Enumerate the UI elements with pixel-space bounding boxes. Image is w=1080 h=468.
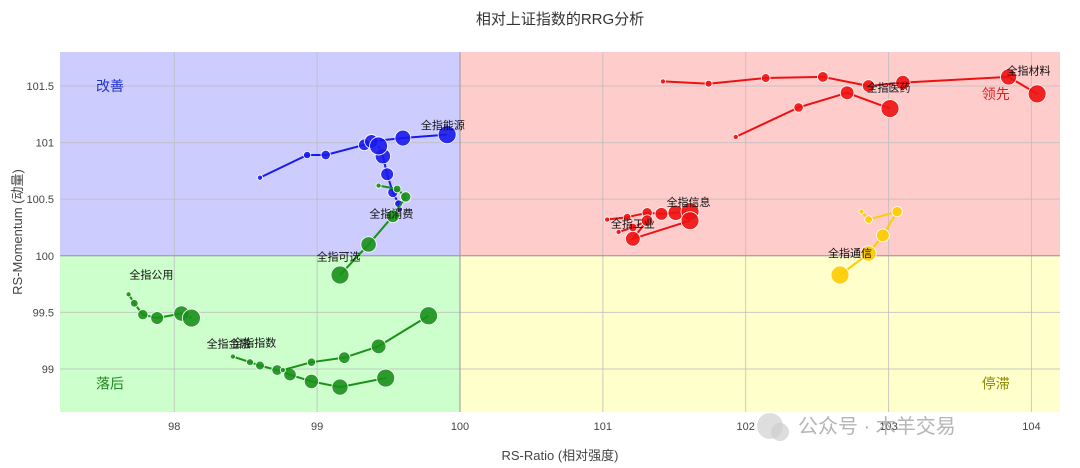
series-point: [654, 207, 669, 221]
chart-title: 相对上证指数的RRG分析: [476, 11, 644, 28]
series-point: [704, 79, 713, 88]
series-point: [659, 78, 666, 85]
series-point: [229, 353, 236, 360]
series-point: [895, 74, 911, 91]
series-point: [839, 85, 855, 101]
series-point: [864, 215, 873, 224]
series-point: [400, 191, 412, 203]
y-tick-label: 101.5: [26, 81, 54, 93]
quadrant-bg-3: [460, 255, 1060, 412]
series-point: [604, 216, 611, 223]
series-point: [380, 167, 394, 182]
series-label: 全指公用: [129, 267, 173, 281]
series-point: [876, 228, 890, 243]
series-point: [817, 71, 829, 83]
x-tick-label: 101: [594, 421, 612, 433]
quadrant-label: 落后: [96, 376, 124, 392]
x-tick-label: 103: [879, 421, 897, 433]
quadrant-bg-2: [60, 255, 460, 412]
series-point: [360, 236, 377, 253]
series-point: [437, 125, 457, 145]
y-axis-title: RS-Momentum (动量): [10, 169, 25, 295]
series-label: 全指能源: [421, 118, 465, 132]
y-tick-label: 99: [42, 364, 54, 376]
series-label: 全指信息: [667, 195, 711, 209]
series-point: [306, 357, 317, 367]
quadrant-bg-1: [460, 52, 1060, 256]
series-point: [891, 206, 903, 218]
series-point: [680, 211, 700, 231]
series-label: 全指消费: [369, 206, 413, 220]
series-point: [640, 214, 654, 227]
y-tick-label: 100: [36, 251, 54, 263]
series-point: [732, 133, 739, 140]
series-point: [858, 208, 865, 215]
x-tick-label: 102: [737, 421, 755, 433]
x-tick-label: 98: [168, 421, 180, 433]
x-tick-label: 100: [451, 421, 469, 433]
series-point: [760, 73, 771, 83]
series-point: [255, 360, 265, 371]
x-tick-label: 99: [311, 421, 323, 433]
series-point: [130, 299, 139, 308]
y-tick-label: 100.5: [26, 194, 54, 206]
series-label: 全指通信: [828, 246, 872, 260]
watermark-text: 公众号 · 木羊交易: [798, 415, 956, 438]
series-point: [279, 367, 286, 374]
series-point: [303, 373, 319, 390]
series-line-全指医药: [735, 91, 891, 138]
series-point: [330, 265, 350, 285]
series-point: [375, 182, 382, 189]
series-point: [303, 150, 312, 160]
series-point: [246, 358, 254, 367]
series-point: [320, 149, 331, 161]
series-point: [861, 79, 876, 93]
series-point: [125, 291, 132, 298]
y-tick-label: 99.5: [33, 307, 54, 319]
series-point: [182, 308, 201, 328]
series-point: [394, 129, 412, 147]
series-label: 全指材料: [1007, 64, 1051, 78]
series-point: [392, 184, 402, 194]
y-tick-label: 101: [36, 138, 54, 150]
quadrant-label: 停滞: [982, 376, 1010, 392]
series-point: [331, 378, 349, 396]
series-point: [1000, 68, 1018, 86]
series-point: [622, 213, 632, 222]
series-point: [256, 174, 263, 181]
series-point: [793, 102, 804, 113]
series-point: [369, 136, 388, 156]
series-point: [860, 245, 877, 262]
series-label: 全指金融: [207, 336, 251, 350]
series-point: [1027, 84, 1047, 104]
x-tick-label: 104: [1022, 421, 1040, 433]
series-point: [370, 338, 387, 355]
quadrant-label: 改善: [96, 78, 124, 94]
series-point: [830, 265, 850, 285]
series-point: [376, 368, 396, 388]
x-axis-title: RS-Ratio (相对强度): [501, 448, 618, 463]
series-line-全指材料: [662, 75, 1038, 95]
series-point: [386, 209, 400, 223]
series-point: [338, 351, 351, 364]
series-point: [615, 228, 622, 235]
series-label: 全指可选: [317, 249, 361, 263]
wechat-icon-bubble: [771, 423, 789, 441]
series-label: 全指医药: [867, 81, 911, 95]
quadrant-label: 领先: [982, 86, 1010, 102]
series-point: [137, 309, 149, 321]
series-point: [625, 230, 641, 247]
series-point: [150, 311, 164, 325]
series-point: [419, 306, 438, 326]
series-label: 全指指数: [232, 335, 276, 349]
series-label: 全指工业: [611, 216, 655, 230]
series-point: [880, 99, 900, 119]
